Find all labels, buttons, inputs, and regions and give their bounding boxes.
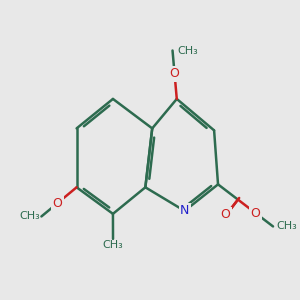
Text: O: O <box>52 197 62 210</box>
Text: N: N <box>180 204 189 218</box>
Text: CH₃: CH₃ <box>19 212 40 221</box>
Text: CH₃: CH₃ <box>276 221 297 231</box>
Text: O: O <box>220 208 230 221</box>
Text: O: O <box>250 206 260 220</box>
Text: O: O <box>169 68 179 80</box>
Text: CH₃: CH₃ <box>177 46 198 56</box>
Text: CH₃: CH₃ <box>103 240 123 250</box>
